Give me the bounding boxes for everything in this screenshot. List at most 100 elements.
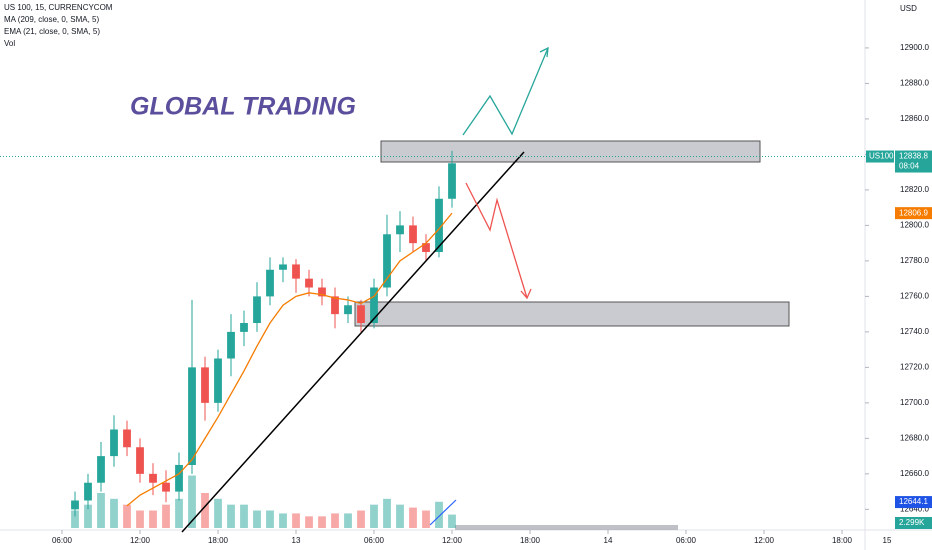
drawings-top <box>181 46 549 533</box>
resistance-zone <box>380 140 761 163</box>
candle-body <box>266 269 274 297</box>
x-tick-label: 13 <box>292 536 301 545</box>
volume-bar <box>292 513 300 528</box>
y-tick-label: 12660.0 <box>900 469 929 478</box>
y-tick-label: 12900.0 <box>900 43 929 52</box>
volume-bar <box>396 504 404 528</box>
volume-bar <box>357 510 365 528</box>
volume-bar <box>123 504 131 528</box>
annotation: GLOBAL TRADING <box>130 93 356 121</box>
y-tick-label: 12780.0 <box>900 256 929 265</box>
countdown: 08:04 <box>899 162 920 171</box>
candle-body <box>240 323 248 332</box>
candle-body <box>71 500 79 510</box>
price-tag <box>895 517 932 529</box>
volume-bar <box>136 510 144 528</box>
drawings <box>354 140 790 530</box>
legend-ma: MA (209, close, 0, SMA, 5) <box>4 15 99 24</box>
candle-body <box>188 367 196 465</box>
ema-line <box>126 212 453 507</box>
x-tick-label: 12:00 <box>130 536 151 545</box>
x-tick-label: 12:00 <box>754 536 775 545</box>
ticker-tag <box>866 150 894 163</box>
y-tick-label: 12860.0 <box>900 114 929 123</box>
volume-bar <box>344 513 352 528</box>
candle-body <box>136 447 144 474</box>
price-tag-text: 12806.9 <box>899 208 928 217</box>
volume-bar <box>305 516 313 528</box>
candle-body <box>97 456 105 483</box>
x-tick-label: 06:00 <box>364 536 385 545</box>
candle-body <box>331 296 339 315</box>
price-tag-text: 2.299K <box>899 518 925 527</box>
volume-bar <box>188 475 196 528</box>
trend-line <box>181 151 525 533</box>
candle-body <box>435 198 443 253</box>
legend-vol: Vol <box>4 39 15 48</box>
volume-bar <box>97 493 105 528</box>
candle-body <box>279 264 287 270</box>
x-tick-label: 12:00 <box>442 536 463 545</box>
arrow-head <box>539 46 549 58</box>
currency: USD <box>900 4 917 13</box>
candle-body <box>383 234 391 288</box>
volume-bar <box>448 514 456 528</box>
price-tag-text: 12838.8 <box>899 152 928 161</box>
symbol: US 100, 15, CURRENCYCOM <box>4 3 113 12</box>
volume-bar <box>331 513 339 528</box>
candle-body <box>396 225 404 235</box>
x-tick-label: 18:00 <box>208 536 229 545</box>
x-tick-label: 18:00 <box>832 536 853 545</box>
volume-bar <box>409 507 417 528</box>
volume-bar <box>162 504 170 528</box>
volume-bar <box>435 501 443 528</box>
volume-bar <box>175 498 183 528</box>
volume-bar <box>422 510 430 528</box>
x-tick-label: 14 <box>604 536 613 545</box>
bull-arrow <box>462 47 549 136</box>
y-tick-label: 12820.0 <box>900 185 929 194</box>
volume-bar <box>71 510 79 528</box>
x-tick-label: 18:00 <box>520 536 541 545</box>
volume-bar <box>253 510 261 528</box>
candle-body <box>422 243 430 253</box>
candle-body <box>201 367 209 403</box>
ticker-tag-text: US100 <box>869 152 894 161</box>
support-zone <box>354 301 790 327</box>
volume-bar <box>370 504 378 528</box>
volume-bar <box>227 504 235 528</box>
candle-body <box>162 482 170 492</box>
volume-bar <box>279 513 287 528</box>
x-tick-label: 15 <box>883 536 892 545</box>
candle-body <box>253 296 261 324</box>
candle-body <box>305 278 313 288</box>
y-tick-label: 12700.0 <box>900 398 929 407</box>
volume-bar <box>201 493 209 528</box>
candle-body <box>110 429 118 457</box>
y-tick-label: 12740.0 <box>900 327 929 336</box>
x-tick-label: 06:00 <box>52 536 73 545</box>
y-tick-label: 12720.0 <box>900 362 929 371</box>
candle-body <box>123 429 131 448</box>
candle-body <box>175 464 183 492</box>
candle-body <box>344 305 352 315</box>
y-tick-label: 12800.0 <box>900 221 929 230</box>
candle-body <box>84 482 92 501</box>
volume-bar <box>318 516 326 528</box>
price-tag <box>895 207 932 220</box>
x-tick-label: 06:00 <box>676 536 697 545</box>
volume-bar <box>84 504 92 528</box>
y-tick-label: 12680.0 <box>900 433 929 442</box>
price-tag-text: 12644.1 <box>899 497 928 506</box>
legend-ema: EMA (21, close, 0, SMA, 5) <box>4 27 100 36</box>
bear-arrow <box>465 182 528 299</box>
volume-bar <box>266 510 274 528</box>
line-drawing <box>429 499 457 526</box>
candle-body <box>409 225 417 244</box>
price-tag <box>895 496 932 509</box>
candle-body <box>370 287 378 324</box>
candle-body <box>292 264 300 279</box>
candle-body <box>318 287 326 297</box>
